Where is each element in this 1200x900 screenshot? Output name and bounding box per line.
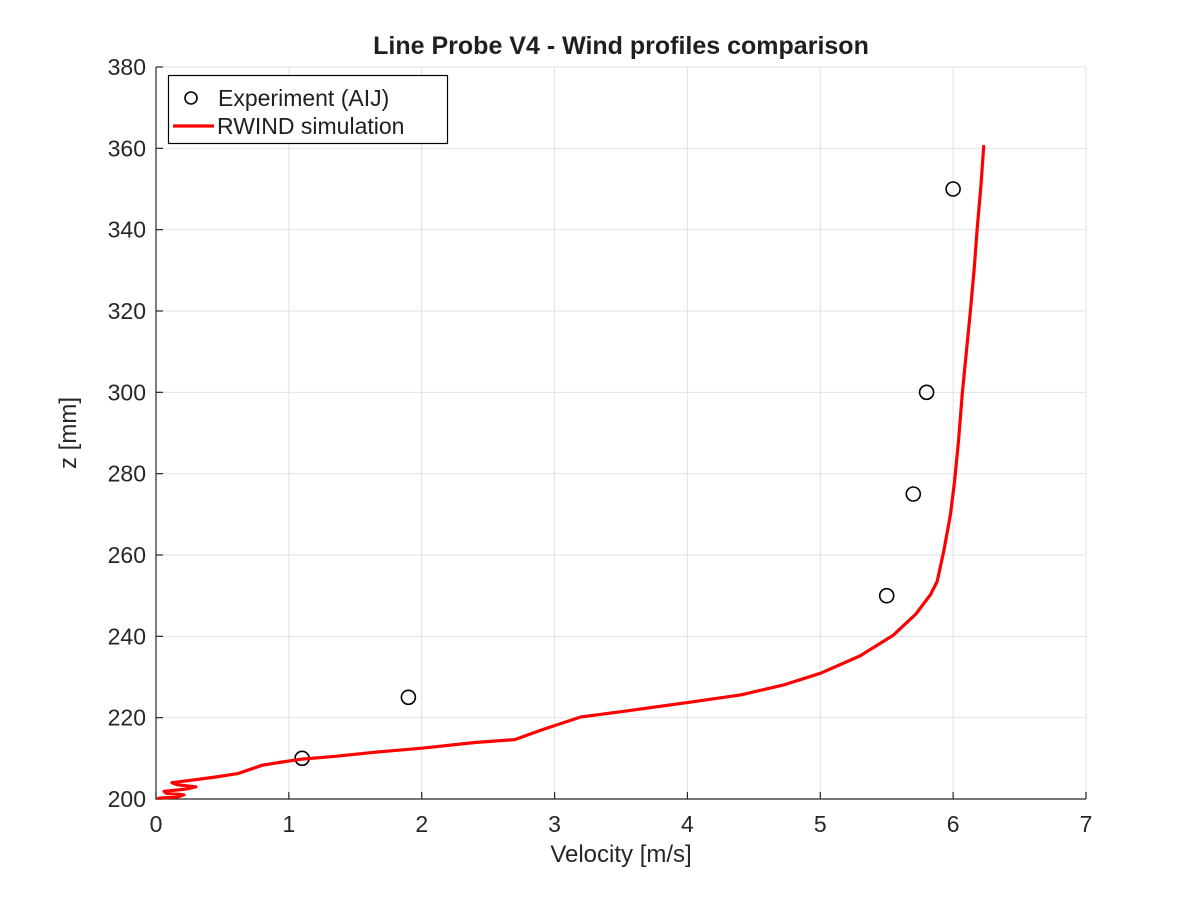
x-tick-label: 4	[681, 811, 694, 837]
y-tick-label: 320	[108, 298, 146, 324]
axis-layer: 0 1 2 3 4 5 6 7 200 220 240 260 280 300 320 340 360 380	[108, 54, 1093, 837]
chart-title: Line Probe V4 - Wind profiles comparison	[373, 32, 869, 60]
experiment-point	[400, 689, 417, 706]
legend-frame	[167, 74, 449, 145]
y-tick-label: 340	[108, 217, 146, 243]
experiment-point	[905, 486, 922, 502]
y-tick-label: 200	[108, 786, 146, 812]
y-axis-title: z [mm]	[55, 397, 82, 469]
x-tick-label: 3	[548, 811, 561, 837]
x-tick-label: 6	[947, 811, 960, 837]
x-tick-label: 5	[814, 811, 827, 837]
experiment-point	[918, 384, 935, 401]
y-tick-label: 240	[108, 623, 146, 649]
experiment-point	[945, 181, 961, 197]
y-tick-label: 380	[108, 54, 146, 80]
y-tick-label: 260	[108, 542, 146, 568]
x-axis-title: Velocity [m/s]	[550, 841, 691, 868]
x-tick-label: 1	[282, 811, 295, 837]
x-tick-label: 2	[415, 811, 428, 837]
x-tick-label: 7	[1080, 811, 1093, 837]
legend-box: Experiment (AIJ) RWIND simulation	[167, 74, 449, 145]
y-tick-label: 360	[108, 135, 146, 161]
grid-layer	[155, 66, 1087, 800]
x-tick-label: 0	[150, 811, 163, 837]
y-tick-label: 300	[108, 379, 146, 405]
data-layer	[157, 144, 986, 800]
y-tick-label: 280	[108, 461, 146, 487]
y-tick-label: 220	[108, 705, 146, 731]
simulation-line	[157, 144, 986, 800]
legend-experiment-marker-icon	[184, 91, 198, 105]
legend-item-experiment: Experiment (AIJ)	[218, 85, 389, 111]
experiment-point	[878, 587, 895, 604]
legend-item-simulation: RWIND simulation	[217, 113, 404, 139]
